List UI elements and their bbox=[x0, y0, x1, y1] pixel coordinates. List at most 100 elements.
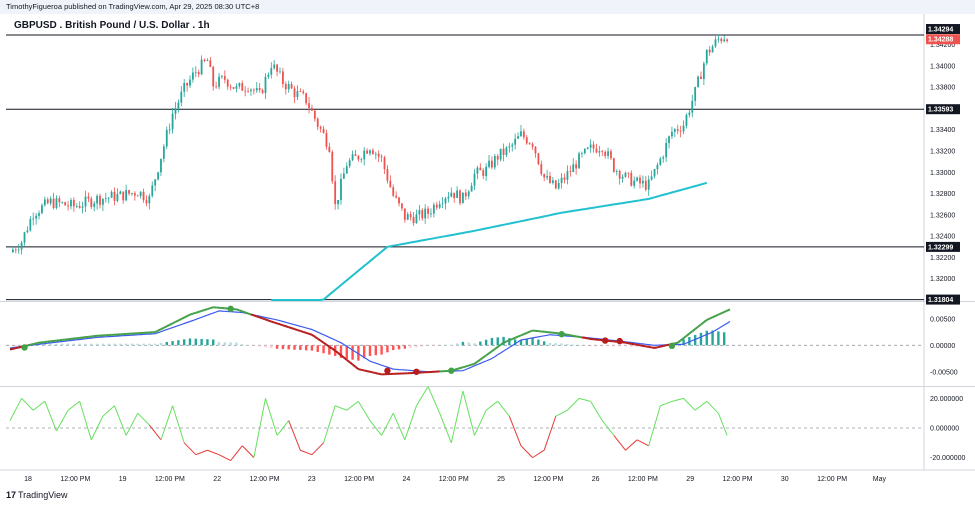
osc-segment bbox=[450, 390, 464, 443]
macd-histogram-bar bbox=[426, 345, 430, 346]
macd-line-segment bbox=[177, 318, 182, 322]
candle-body bbox=[64, 202, 67, 206]
macd-line-segment bbox=[514, 335, 519, 339]
macd-histogram-bar bbox=[722, 332, 726, 346]
macd-line-segment bbox=[322, 341, 328, 346]
price-tick-label: 1.34200 bbox=[930, 42, 955, 49]
candle-body bbox=[90, 198, 93, 207]
candle-body bbox=[435, 204, 438, 208]
macd-histogram-bar bbox=[252, 345, 256, 346]
time-tick-label: 12:00 PM bbox=[628, 476, 658, 483]
macd-histogram-bar bbox=[287, 345, 290, 350]
candle-body bbox=[308, 103, 310, 109]
macd-line-segment bbox=[157, 328, 162, 332]
macd-line-segment bbox=[343, 356, 348, 361]
time-tick-label: 24 bbox=[403, 476, 411, 483]
macd-line-segment bbox=[320, 339, 325, 344]
macd-histogram-bar bbox=[444, 345, 447, 346]
candle-body bbox=[58, 198, 61, 203]
osc-segment bbox=[300, 449, 313, 456]
macd-line-segment bbox=[488, 350, 493, 355]
candle-body bbox=[340, 178, 342, 200]
publisher-text: TimothyFigueroa published on TradingView… bbox=[6, 2, 260, 11]
candle-body bbox=[96, 195, 99, 204]
macd-histogram-bar bbox=[531, 337, 534, 346]
price-tag-bg bbox=[926, 104, 960, 115]
macd-histogram-bar bbox=[362, 345, 366, 359]
time-tick-label: 12:00 PM bbox=[723, 476, 753, 483]
macd-histogram-bar bbox=[467, 342, 470, 346]
macd-histogram-bar bbox=[66, 343, 70, 346]
price-tick-label: 1.33000 bbox=[930, 170, 955, 177]
candle-body bbox=[546, 175, 549, 178]
candle-body bbox=[334, 181, 337, 205]
macd-line-segment bbox=[665, 343, 670, 347]
candle-body bbox=[171, 113, 174, 130]
macd-histogram-bar bbox=[206, 339, 209, 346]
macd-histogram-bar bbox=[316, 345, 319, 352]
macd-line-segment bbox=[506, 339, 510, 343]
candle-body bbox=[581, 153, 583, 155]
macd-line-segment bbox=[491, 348, 496, 352]
candle-body bbox=[726, 39, 729, 42]
macd-line-segment bbox=[625, 341, 629, 345]
osc-segment bbox=[357, 401, 371, 421]
macd-line-segment bbox=[453, 368, 458, 371]
osc-segment bbox=[683, 398, 696, 411]
macd-histogram-bar bbox=[194, 338, 198, 346]
candle-body bbox=[160, 158, 162, 173]
candle-body bbox=[366, 150, 369, 154]
macd-line-segment bbox=[273, 321, 278, 325]
candle-body bbox=[717, 38, 720, 40]
macd-line-segment bbox=[584, 336, 588, 340]
candle-body bbox=[563, 177, 566, 180]
candle-body bbox=[432, 204, 435, 214]
macd-line-segment bbox=[244, 311, 249, 315]
osc-segment bbox=[416, 386, 429, 407]
osc-segment bbox=[636, 439, 649, 447]
candle-body bbox=[290, 84, 293, 89]
candle-body bbox=[183, 83, 186, 92]
time-tick-label: 12:00 PM bbox=[344, 476, 374, 483]
macd-cross-dot bbox=[448, 367, 455, 374]
macd-histogram-bar bbox=[508, 338, 511, 346]
candle-body bbox=[302, 91, 305, 94]
osc-segment bbox=[90, 415, 104, 441]
candle-body bbox=[656, 164, 659, 170]
macd-line-segment bbox=[210, 306, 214, 310]
candle-body bbox=[23, 232, 26, 243]
macd-line-segment bbox=[302, 330, 307, 334]
macd-line-segment bbox=[331, 347, 336, 352]
candle-body bbox=[514, 138, 517, 145]
macd-line-segment bbox=[462, 365, 467, 369]
candle-body bbox=[14, 249, 17, 251]
macd-histogram-bar bbox=[438, 345, 441, 346]
price-tag-bg bbox=[926, 241, 960, 252]
candle-body bbox=[723, 39, 726, 42]
candle-body bbox=[694, 86, 697, 101]
osc-segment bbox=[706, 400, 719, 414]
macd-histogram-bar bbox=[461, 341, 465, 346]
candle-body bbox=[401, 203, 403, 209]
tradingview-logo: 17 TradingView bbox=[6, 490, 68, 500]
candle-body bbox=[145, 200, 148, 204]
candle-body bbox=[720, 38, 723, 42]
candle-body bbox=[569, 171, 572, 173]
macd-line-segment bbox=[709, 316, 713, 320]
macd-histogram-bar bbox=[496, 337, 499, 346]
candle-body bbox=[534, 146, 537, 154]
candle-body bbox=[517, 136, 519, 139]
macd-histogram-bar bbox=[14, 345, 18, 347]
macd-line-segment bbox=[677, 339, 682, 344]
candle-body bbox=[639, 177, 641, 184]
osc-segment bbox=[311, 442, 324, 456]
macd-histogram-bar bbox=[653, 345, 656, 348]
macd-line-segment bbox=[697, 323, 702, 328]
candle-body bbox=[627, 172, 630, 174]
candles bbox=[11, 34, 729, 255]
candle-body bbox=[531, 143, 534, 147]
macd-line-segment bbox=[715, 313, 719, 317]
macd-histogram-bar bbox=[595, 345, 598, 347]
macd-line-segment bbox=[479, 356, 484, 361]
